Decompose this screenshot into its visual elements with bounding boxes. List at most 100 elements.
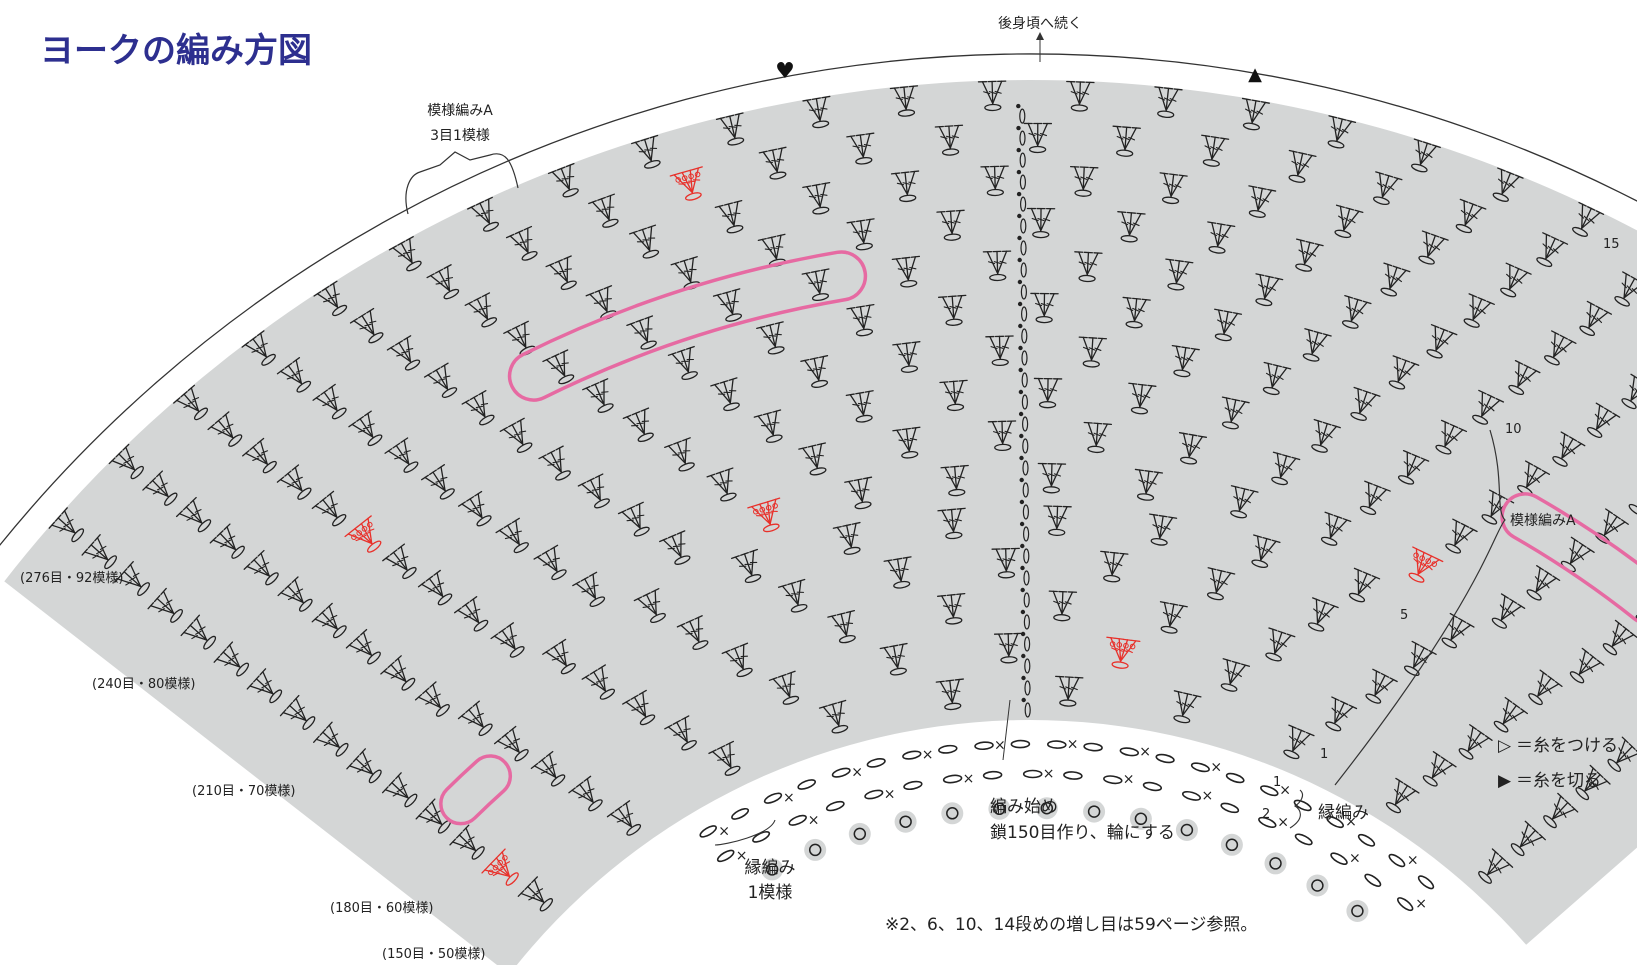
start-pointer [1002, 699, 1011, 761]
stitch-motif [1455, 198, 1487, 234]
edge-single-crochet: × [1210, 759, 1222, 775]
outer-guide-arc [0, 53, 1637, 547]
chain-dot [1016, 147, 1021, 153]
edge-chain [1220, 802, 1240, 814]
edge-single-crochet: × [922, 747, 934, 763]
edge-picot [946, 807, 959, 820]
stitch-motif [1543, 792, 1579, 829]
stitch-motif [81, 534, 117, 570]
chain-dot [1017, 301, 1023, 307]
legend-attach-text: ＝糸をつける [1516, 736, 1618, 756]
edge-chain [752, 831, 771, 843]
chain-loop [1023, 592, 1030, 608]
stitch-motif [1426, 324, 1458, 359]
edge-picot-bg [894, 810, 917, 833]
edge-single-crochet: × [884, 787, 896, 803]
stitch-motif [1388, 355, 1420, 390]
stitch-motif [1112, 125, 1141, 157]
chain-dot [1018, 367, 1023, 373]
stitch-motif [939, 379, 968, 412]
stitch-motif [1478, 848, 1514, 884]
chain-loop [1021, 328, 1028, 344]
chain-dot [1019, 499, 1025, 505]
edge-picot [853, 827, 867, 841]
stitch-motif [1602, 619, 1637, 656]
stitch-motif [827, 610, 856, 644]
stitch-motif [1397, 449, 1430, 485]
stitch-motif [1100, 550, 1129, 583]
stitch-motif [1526, 565, 1561, 601]
edge-chain [942, 774, 963, 784]
stitch-motif [1341, 295, 1372, 329]
stitch-motif [1350, 386, 1381, 421]
stitch-motif [1552, 431, 1586, 467]
start-label: 編み始め [990, 797, 1058, 817]
pattern-a-label: 模様編みA [427, 103, 493, 119]
stitch-motif [768, 670, 800, 705]
stitch-motif [213, 641, 250, 677]
stitch-motif [1458, 724, 1493, 760]
stitch-motif [381, 772, 418, 808]
chain-dot [1019, 521, 1025, 527]
stitch-motif [710, 377, 740, 412]
stitch-motif [756, 321, 785, 355]
edge-chain [1022, 769, 1043, 779]
stitch-motif [241, 330, 276, 366]
edge-chain [1190, 762, 1210, 773]
stitch-motif [108, 443, 144, 480]
increase-motif [1106, 636, 1141, 669]
stitch-motif [582, 378, 614, 413]
stitch-motif [420, 464, 455, 500]
pattern-a-repeat: 3目1模様 [430, 128, 490, 144]
stitch-motif [721, 642, 753, 678]
edge-picot-bg [941, 802, 964, 825]
chain-dot [1020, 565, 1025, 571]
edge-single-crochet: × [1123, 772, 1135, 788]
edge-picot [808, 843, 822, 857]
chain-dot [1020, 609, 1026, 615]
stitch-motif [312, 383, 347, 420]
edge-chain [1364, 873, 1382, 887]
chain-loop [1020, 218, 1027, 234]
stitch-motif [1207, 221, 1236, 254]
stitch-motif [1628, 503, 1637, 516]
edge-picot-bg [1346, 900, 1369, 922]
stitch-motif [1575, 764, 1611, 801]
stitch-symbols [48, 80, 1637, 912]
edge-chain [716, 849, 735, 863]
highlight-row-right [1500, 492, 1637, 623]
edge-single-crochet: × [1202, 788, 1214, 804]
edge-chain [1330, 852, 1348, 865]
stitch-motif [242, 437, 277, 474]
edge-single-crochet: × [1407, 853, 1419, 869]
stitch-motif [889, 85, 919, 117]
stitch-motif [542, 349, 575, 385]
edge-chain [731, 807, 750, 820]
stitch-motif [670, 256, 701, 290]
stitch-motif [538, 445, 571, 481]
stitch-motif [1283, 724, 1315, 760]
stitch-motif [1178, 432, 1208, 465]
stitch-motif [1385, 777, 1420, 814]
stitch-motif [1311, 418, 1341, 453]
stitch-motif [1327, 115, 1357, 149]
chain-loop [1019, 196, 1027, 212]
stitch-motif [1214, 308, 1243, 342]
stitch-motif [142, 470, 178, 506]
stitch-motif [883, 556, 912, 589]
stitch-motif [1159, 172, 1188, 205]
chain-loop [1020, 306, 1028, 322]
increase-motif [747, 497, 781, 533]
stitch-motif [844, 476, 873, 510]
stitch-motif [577, 473, 610, 509]
edge-chain [1294, 833, 1313, 846]
row-1: 1 [1320, 747, 1328, 762]
stitch-motif [1171, 344, 1200, 378]
stitch-motif [708, 740, 741, 776]
edge-picot-bg [1264, 852, 1287, 875]
edge-chain [825, 800, 845, 812]
count-240: (240目・80模様) [92, 677, 196, 692]
edge-single-crochet: × [783, 790, 795, 806]
stitch-motif [664, 437, 695, 472]
edge-chain [1142, 781, 1163, 792]
